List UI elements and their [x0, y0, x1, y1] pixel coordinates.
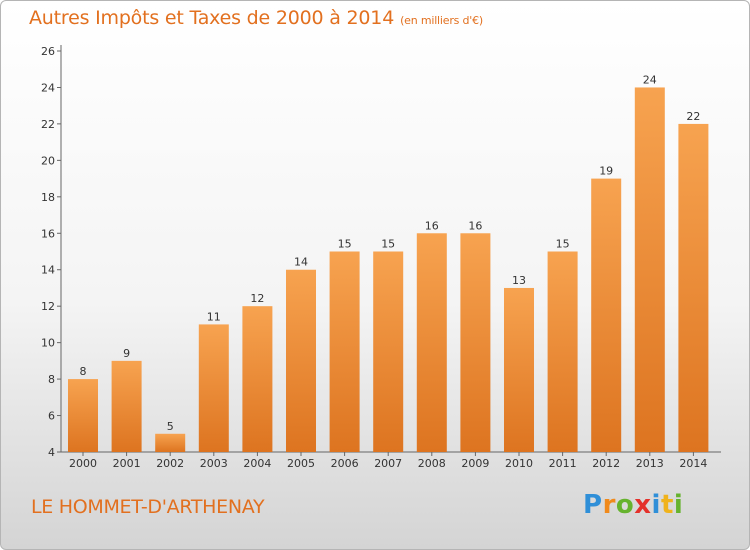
- commune-name: LE HOMMET-D'ARTHENAY: [31, 496, 265, 518]
- bar-2007: [373, 251, 404, 452]
- value-label-2001: 9: [123, 347, 130, 360]
- x-tick-label: 2011: [549, 457, 577, 470]
- value-label-2006: 15: [338, 238, 352, 251]
- chart-labels: 2000 8 2001 9 2002 5 2003 11 2004 12 2005 14 2006 15 2…: [69, 73, 707, 470]
- y-tick-label: 8: [48, 373, 55, 386]
- x-tick-label: 2006: [331, 457, 359, 470]
- y-tick-label: 20: [41, 154, 55, 167]
- x-tick-label: 2014: [679, 457, 707, 470]
- bar-2000: [68, 379, 98, 452]
- proxiti-logo[interactable]: Proxiti: [583, 490, 683, 520]
- chart-title-text: Autres Impôts et Taxes de 2000 à 2014: [29, 7, 395, 29]
- logo-letter: i: [651, 490, 661, 520]
- x-tick-label: 2008: [418, 457, 446, 470]
- y-tick-label: 18: [41, 191, 55, 204]
- value-label-2009: 16: [468, 219, 482, 232]
- y-tick-label: 14: [41, 264, 55, 277]
- chart-subtitle: (en milliers d'€): [400, 14, 483, 27]
- logo-letter: t: [660, 490, 674, 520]
- bar-2006: [329, 251, 360, 452]
- y-tick-label: 26: [41, 45, 55, 58]
- value-label-2008: 16: [425, 219, 439, 232]
- chart-bars: [68, 87, 709, 453]
- y-tick-label: 12: [41, 300, 55, 313]
- y-tick-label: 24: [41, 81, 55, 94]
- value-label-2011: 15: [556, 238, 570, 251]
- bar-2012: [591, 178, 622, 452]
- x-tick-label: 2002: [156, 457, 184, 470]
- chart-title: Autres Impôts et Taxes de 2000 à 2014 (en…: [29, 7, 483, 29]
- bar-2001: [111, 360, 142, 452]
- bar-2004: [242, 306, 273, 452]
- logo-letter: x: [634, 490, 652, 520]
- bar-2003: [198, 324, 229, 452]
- y-tick-label: 4: [48, 446, 55, 459]
- x-tick-label: 2003: [200, 457, 228, 470]
- value-label-2013: 24: [643, 73, 657, 86]
- x-tick-label: 2010: [505, 457, 533, 470]
- x-tick-label: 2001: [113, 457, 141, 470]
- value-label-2012: 19: [599, 165, 613, 178]
- bar-2005: [286, 269, 316, 452]
- logo-letter: r: [602, 490, 616, 520]
- x-tick-label: 2009: [461, 457, 489, 470]
- value-label-2014: 22: [686, 110, 700, 123]
- bar-2011: [547, 251, 578, 452]
- bar-2002: [155, 433, 186, 452]
- value-label-2000: 8: [80, 365, 87, 378]
- bar-2014: [678, 123, 709, 452]
- bar-2010: [504, 287, 534, 452]
- logo-letter: o: [615, 490, 635, 520]
- value-label-2007: 15: [381, 238, 395, 251]
- bar-2009: [460, 233, 491, 452]
- x-tick-label: 2013: [636, 457, 664, 470]
- x-tick-label: 2012: [592, 457, 620, 470]
- x-tick-label: 2004: [243, 457, 271, 470]
- value-label-2004: 12: [250, 292, 264, 305]
- x-tick-label: 2000: [69, 457, 97, 470]
- x-tick-label: 2007: [374, 457, 402, 470]
- value-label-2010: 13: [512, 274, 526, 287]
- logo-letter: i: [673, 490, 684, 520]
- value-label-2002: 5: [167, 420, 174, 433]
- y-tick-label: 10: [41, 337, 55, 350]
- y-tick-label: 6: [48, 410, 55, 423]
- value-label-2005: 14: [294, 256, 308, 269]
- logo-letter: P: [583, 490, 603, 520]
- y-tick-label: 22: [41, 118, 55, 131]
- value-label-2003: 11: [207, 310, 221, 323]
- y-tick-label: 16: [41, 227, 55, 240]
- x-tick-label: 2005: [287, 457, 315, 470]
- bar-2013: [634, 87, 665, 453]
- bar-2008: [416, 233, 447, 452]
